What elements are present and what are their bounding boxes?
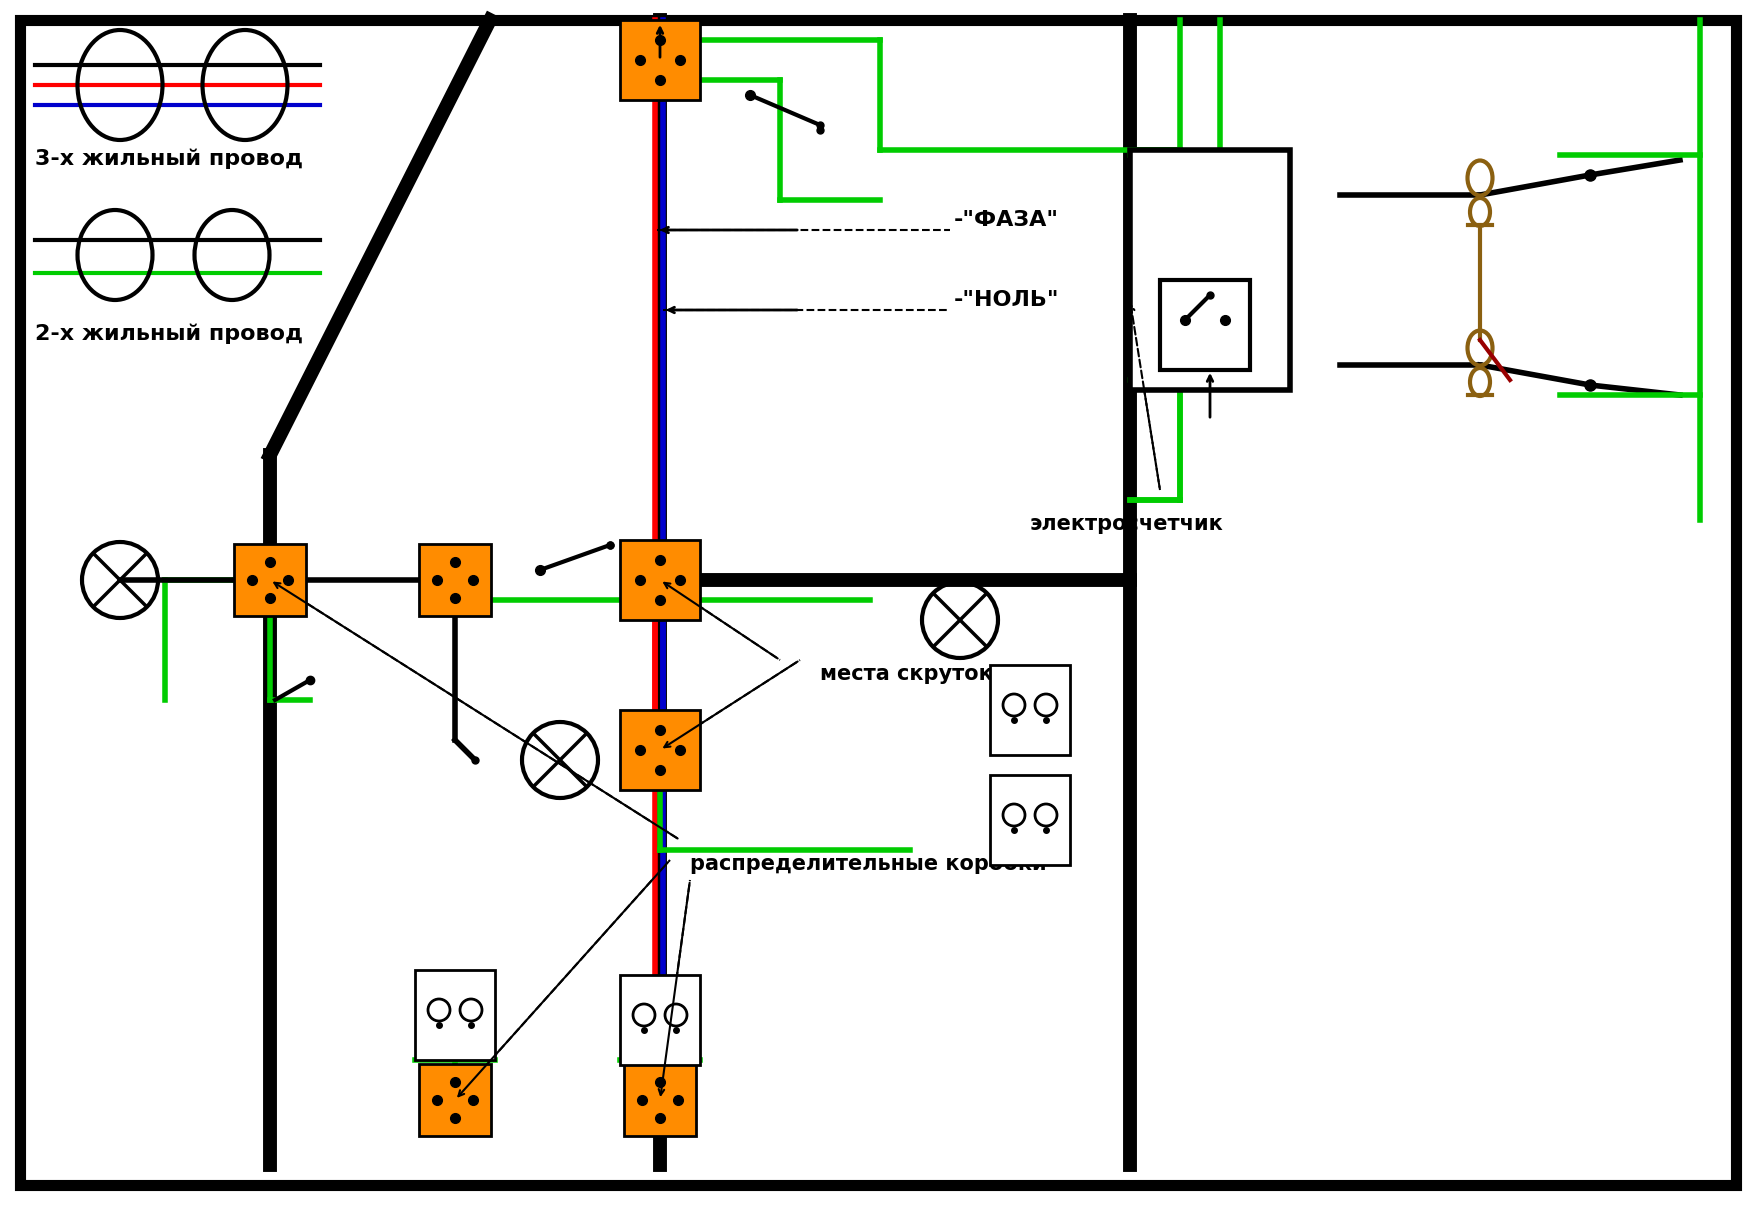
Text: распределительные коробки: распределительные коробки	[690, 853, 1046, 874]
Text: 3-х жильный провод: 3-х жильный провод	[35, 148, 304, 169]
Text: -"ФАЗА": -"ФАЗА"	[953, 210, 1058, 230]
Text: -"НОЛЬ": -"НОЛЬ"	[953, 290, 1058, 310]
Text: места скруток: места скруток	[820, 664, 992, 684]
Bar	[620, 975, 700, 1065]
Bar	[990, 775, 1069, 865]
Bar	[620, 710, 700, 790]
Bar	[623, 1064, 695, 1136]
Bar	[233, 543, 305, 616]
Bar	[1130, 149, 1290, 390]
Bar	[620, 540, 700, 621]
Bar	[419, 1064, 491, 1136]
Bar	[419, 543, 491, 616]
Text: электросчетчик: электросчетчик	[1030, 515, 1223, 534]
Bar	[620, 20, 700, 100]
Text: 2-х жильный провод: 2-х жильный провод	[35, 323, 304, 343]
Bar	[414, 970, 495, 1060]
Bar	[990, 665, 1069, 756]
Bar	[1160, 280, 1250, 370]
